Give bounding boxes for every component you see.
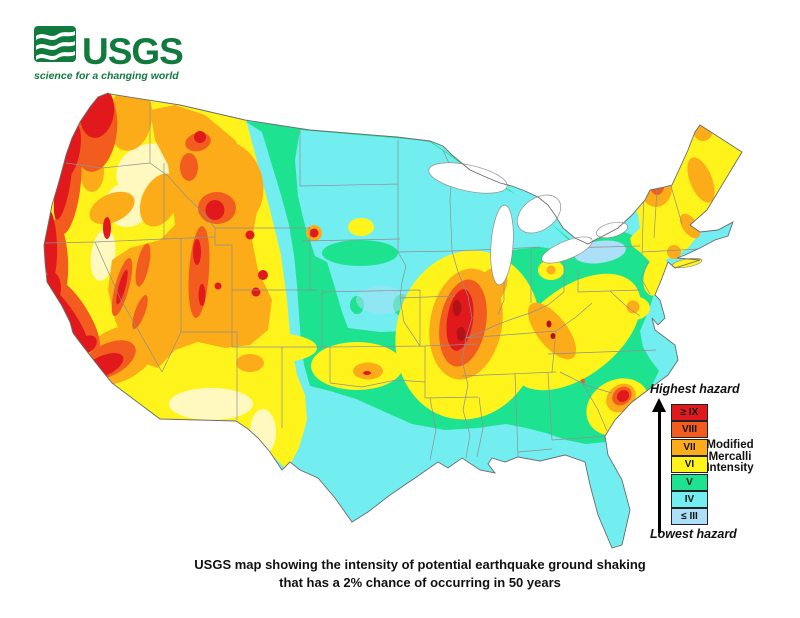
legend-arrow-icon bbox=[652, 398, 666, 412]
legend-lowest-label: Lowest hazard bbox=[650, 527, 737, 541]
legend-scale-name: Modified Mercalli Intensity bbox=[706, 439, 754, 474]
usgs-wave-icon bbox=[34, 26, 76, 67]
legend-item-iv: IV bbox=[671, 491, 708, 508]
logo-tagline: science for a changing world bbox=[34, 70, 179, 82]
great-lakes bbox=[428, 162, 628, 286]
legend-item-vi: VI bbox=[671, 456, 708, 474]
legend-highest-label: Highest hazard bbox=[650, 382, 740, 396]
midwest-intensity-iv-wedge bbox=[295, 130, 574, 332]
legend-item-vii: VII bbox=[671, 438, 708, 456]
caption-line-2: that has a 2% chance of occurring in 50 … bbox=[279, 575, 561, 590]
hazard-cores-dark bbox=[452, 300, 556, 341]
legend-item-viii: VIII bbox=[671, 421, 708, 439]
caption-line-1: USGS map showing the intensity of potent… bbox=[194, 557, 646, 572]
map-caption: USGS map showing the intensity of potent… bbox=[35, 556, 800, 592]
legend-item-iii: ≤ III bbox=[671, 508, 708, 526]
logo-text: USGS bbox=[82, 31, 184, 72]
legend-item-ix: ≥ IX bbox=[671, 404, 708, 421]
lake-superior bbox=[428, 162, 508, 194]
usgs-logo: USGS science for a changing world bbox=[34, 26, 254, 82]
lake-erie bbox=[541, 236, 593, 264]
legend-item-v: V bbox=[671, 473, 708, 491]
lake-michigan bbox=[490, 204, 514, 286]
lake-huron bbox=[516, 194, 562, 234]
legend-arrow-line bbox=[658, 410, 661, 533]
